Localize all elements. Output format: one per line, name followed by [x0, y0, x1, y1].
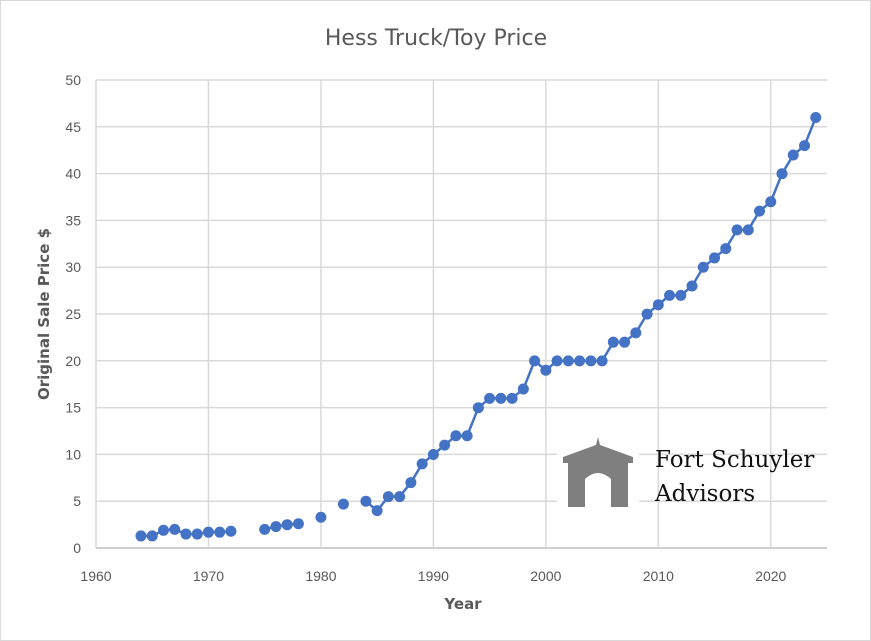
x-tick-label: 2020 — [755, 568, 786, 584]
y-tick-label: 0 — [73, 540, 81, 556]
data-point — [731, 224, 743, 236]
data-point — [709, 252, 721, 264]
data-point — [484, 392, 496, 404]
data-point — [450, 430, 462, 442]
data-point — [742, 224, 754, 236]
x-tick-label: 2000 — [530, 568, 561, 584]
data-point — [765, 196, 777, 208]
data-point — [517, 383, 529, 395]
data-point — [652, 299, 664, 311]
data-point — [506, 392, 518, 404]
y-tick-label: 25 — [65, 306, 81, 322]
data-point — [281, 519, 293, 531]
data-point — [675, 289, 687, 301]
data-point — [585, 355, 597, 367]
data-point — [371, 505, 383, 517]
data-point — [180, 528, 192, 540]
data-point — [439, 439, 451, 451]
data-point — [776, 168, 788, 180]
y-tick-label: 20 — [65, 353, 81, 369]
data-point — [574, 355, 586, 367]
data-point — [416, 458, 428, 470]
data-point — [472, 402, 484, 414]
data-point — [225, 525, 237, 537]
data-point — [619, 336, 631, 348]
data-point — [495, 392, 507, 404]
logo-line-1: Fort Schuyler — [655, 447, 815, 473]
y-tick-label: 45 — [65, 119, 81, 135]
data-point — [810, 112, 822, 124]
data-point — [405, 477, 417, 489]
data-point — [214, 526, 226, 538]
data-point — [562, 355, 574, 367]
data-point — [461, 430, 473, 442]
x-axis-label: Year — [443, 595, 482, 613]
data-point — [270, 521, 282, 533]
data-point — [641, 308, 653, 320]
data-point — [259, 523, 271, 535]
data-point — [720, 243, 732, 255]
data-point — [787, 149, 799, 161]
data-point — [292, 518, 304, 530]
x-tick-label: 1970 — [193, 568, 224, 584]
data-point — [315, 511, 327, 523]
data-point — [551, 355, 563, 367]
logo-line-2: Advisors — [655, 481, 756, 507]
y-tick-label: 50 — [65, 72, 81, 88]
data-point — [382, 491, 394, 503]
x-tick-label: 1960 — [80, 568, 111, 584]
fort-schuyler-logo-icon — [557, 437, 639, 509]
data-point — [360, 495, 372, 507]
data-point — [799, 140, 811, 152]
data-point — [529, 355, 541, 367]
data-point — [202, 526, 214, 538]
data-point — [697, 261, 709, 273]
data-point — [630, 327, 642, 339]
y-tick-label: 35 — [65, 212, 81, 228]
y-axis-label: Original Sale Price $ — [35, 228, 53, 400]
data-point — [191, 528, 203, 540]
y-tick-label: 30 — [65, 259, 81, 275]
x-tick-label: 1980 — [305, 568, 336, 584]
y-tick-label: 10 — [65, 446, 81, 462]
logo-text: Fort Schuyler Advisors — [655, 443, 814, 511]
data-point — [135, 530, 147, 542]
data-point — [686, 280, 698, 292]
data-point — [607, 336, 619, 348]
data-point — [169, 523, 181, 535]
data-point — [540, 364, 552, 376]
x-tick-label: 1990 — [418, 568, 449, 584]
data-point — [596, 355, 608, 367]
y-tick-label: 15 — [65, 400, 81, 416]
data-point — [427, 448, 439, 460]
y-tick-label: 40 — [65, 166, 81, 182]
chart-title: Hess Truck/Toy Price — [325, 26, 547, 51]
y-tick-label: 5 — [73, 493, 81, 509]
data-point — [394, 491, 406, 503]
data-point — [337, 498, 349, 510]
data-point — [157, 524, 169, 536]
data-point — [146, 530, 158, 542]
x-tick-label: 2010 — [643, 568, 674, 584]
data-point — [754, 205, 766, 217]
data-point — [664, 289, 676, 301]
